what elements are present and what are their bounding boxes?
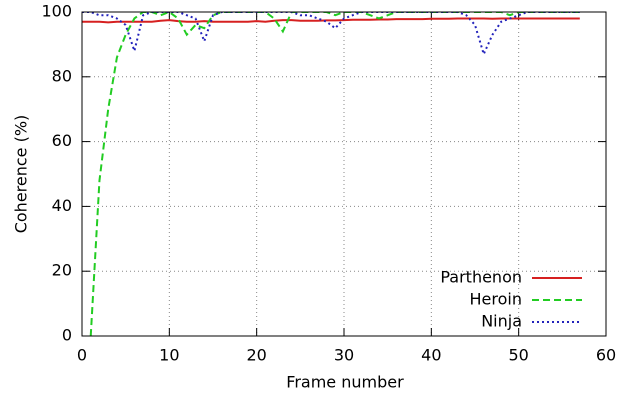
legend-label: Ninja (481, 312, 522, 331)
x-tick-label: 30 (334, 346, 354, 365)
x-tick-label: 20 (246, 346, 266, 365)
legend-label: Heroin (470, 290, 522, 309)
x-tick-label: 50 (508, 346, 528, 365)
x-tick-label: 0 (77, 346, 87, 365)
x-tick-label: 10 (159, 346, 179, 365)
y-tick-label: 0 (62, 326, 72, 345)
x-axis-label: Frame number (286, 373, 404, 392)
x-tick-label: 60 (596, 346, 616, 365)
series-line (82, 17, 580, 24)
y-tick-label: 40 (52, 196, 72, 215)
series-line (89, 12, 580, 336)
y-tick-label: 80 (52, 66, 72, 85)
plot-border (81, 11, 607, 337)
plot-area (82, 12, 580, 336)
legend-label: Parthenon (440, 268, 522, 287)
y-tick-label: 60 (52, 131, 72, 150)
y-axis-label: Coherence (%) (12, 115, 31, 234)
y-tick-label: 100 (41, 2, 72, 21)
x-tick-label: 40 (421, 346, 441, 365)
y-tick-label: 20 (52, 261, 72, 280)
